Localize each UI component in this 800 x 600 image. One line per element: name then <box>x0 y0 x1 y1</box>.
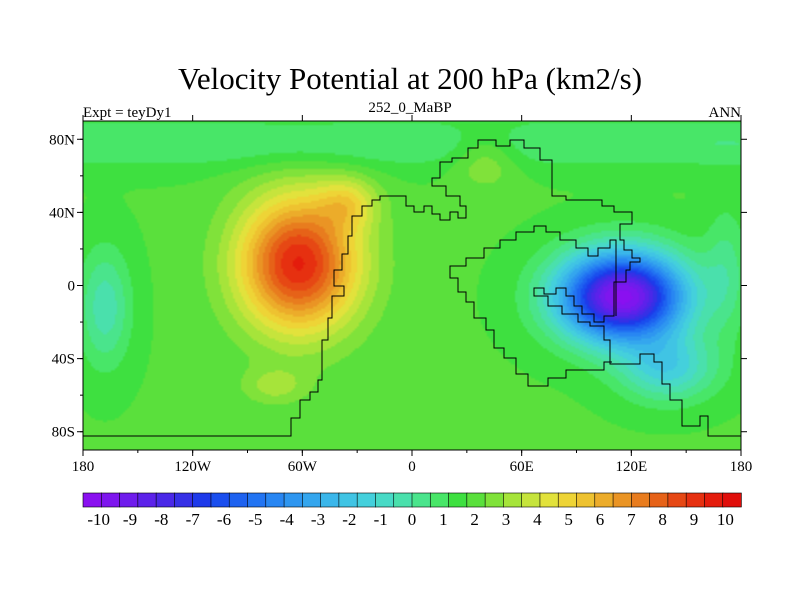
colorbar-swatch <box>539 492 559 508</box>
colorbar-label: -6 <box>217 510 231 529</box>
colorbar-swatch <box>283 492 304 508</box>
colorbar-swatch <box>82 492 102 508</box>
x-tick-label: 60W <box>288 459 318 475</box>
colorbar-label: 6 <box>596 510 605 529</box>
colorbar-label: -10 <box>87 510 110 529</box>
colorbar-swatch <box>155 492 176 508</box>
colorbar-swatch <box>685 492 706 508</box>
y-tick-label: 80S <box>52 425 75 441</box>
colorbar-swatch <box>521 492 541 508</box>
colorbar-label: 7 <box>627 510 636 529</box>
colorbar-swatch <box>557 492 578 508</box>
colorbar-swatch <box>612 492 633 508</box>
colorbar-swatch <box>265 492 285 508</box>
colorbar-label: 1 <box>439 510 448 529</box>
colorbar-swatch <box>448 492 468 508</box>
colorbar-label: -2 <box>342 510 356 529</box>
y-axis: 80N 40N 0 40S 80S <box>49 132 747 441</box>
subtitle-left: Expt = teyDy1 <box>83 105 171 121</box>
colorbar-swatch <box>119 492 139 508</box>
colorbar-swatch <box>228 492 249 508</box>
colorbar-label: -8 <box>154 510 168 529</box>
colorbar-swatch <box>649 492 669 508</box>
colorbar-swatch <box>302 492 322 508</box>
colorbar-swatch <box>484 492 505 508</box>
colorbar-swatch <box>356 492 377 508</box>
colorbar-label: -4 <box>280 510 295 529</box>
colorbar-swatch <box>100 492 121 508</box>
chart-title: Velocity Potential at 200 hPa (km2/s) <box>178 61 642 96</box>
colorbar-swatch <box>174 492 194 508</box>
x-axis: 180 120W 60W 0 60E 120E 180 <box>72 115 753 475</box>
subtitle-right: ANN <box>709 105 742 121</box>
colorbar-swatch <box>375 492 395 508</box>
x-tick-label: 180 <box>730 459 753 475</box>
x-tick-label: 120W <box>174 459 212 475</box>
colorbar-label: 0 <box>408 510 417 529</box>
colorbar-swatch <box>137 492 157 508</box>
colorbar-swatch <box>338 492 358 508</box>
colorbar-labels: -10 -9 -8 -7 -6 -5 -4 -3 -2 -1 0 1 2 3 4 5 6 7 8 9 10 <box>87 510 734 529</box>
y-tick-label: 40S <box>52 352 75 368</box>
colorbar-label: 10 <box>717 510 734 529</box>
colorbar-label: -1 <box>374 510 388 529</box>
continent-outline <box>83 139 741 437</box>
map-plot-area <box>83 121 741 450</box>
y-tick-label: 80N <box>49 132 75 148</box>
colorbar-label: -5 <box>248 510 262 529</box>
colorbar-label: 8 <box>658 510 667 529</box>
colorbar-swatch <box>503 492 523 508</box>
colorbar-swatch <box>247 492 267 508</box>
colorbar-swatch <box>594 492 614 508</box>
colorbar-swatch <box>704 492 724 508</box>
x-tick-label: 180 <box>72 459 95 475</box>
x-tick-label: 0 <box>408 459 416 475</box>
x-tick-label: 120E <box>615 459 647 475</box>
colorbar-swatch <box>393 492 413 508</box>
colorbar-label: -9 <box>123 510 137 529</box>
colorbar-label: 9 <box>690 510 699 529</box>
colorbar-swatch <box>429 492 450 508</box>
colorbar-swatch <box>320 492 340 508</box>
colorbar-label: 4 <box>533 510 542 529</box>
x-tick-label: 60E <box>510 459 534 475</box>
colorbar <box>82 492 742 508</box>
y-tick-label: 40N <box>49 205 75 221</box>
colorbar-label: 5 <box>564 510 573 529</box>
y-tick-label: 0 <box>68 279 76 295</box>
colorbar-swatch <box>192 492 212 508</box>
colorbar-swatch <box>576 492 596 508</box>
colorbar-swatch <box>667 492 687 508</box>
colorbar-swatch <box>210 492 230 508</box>
colorbar-label: 3 <box>502 510 511 529</box>
colorbar-label: -3 <box>311 510 325 529</box>
colorbar-label: -7 <box>186 510 201 529</box>
subtitle-center: 252_0_MaBP <box>368 100 451 116</box>
continent-outline-east <box>449 225 617 387</box>
velocity-potential-field <box>83 121 741 450</box>
colorbar-swatch <box>411 492 431 508</box>
colorbar-label: 2 <box>470 510 479 529</box>
colorbar-swatch <box>631 492 651 508</box>
colorbar-swatch <box>466 492 486 508</box>
colorbar-swatch <box>722 492 742 508</box>
